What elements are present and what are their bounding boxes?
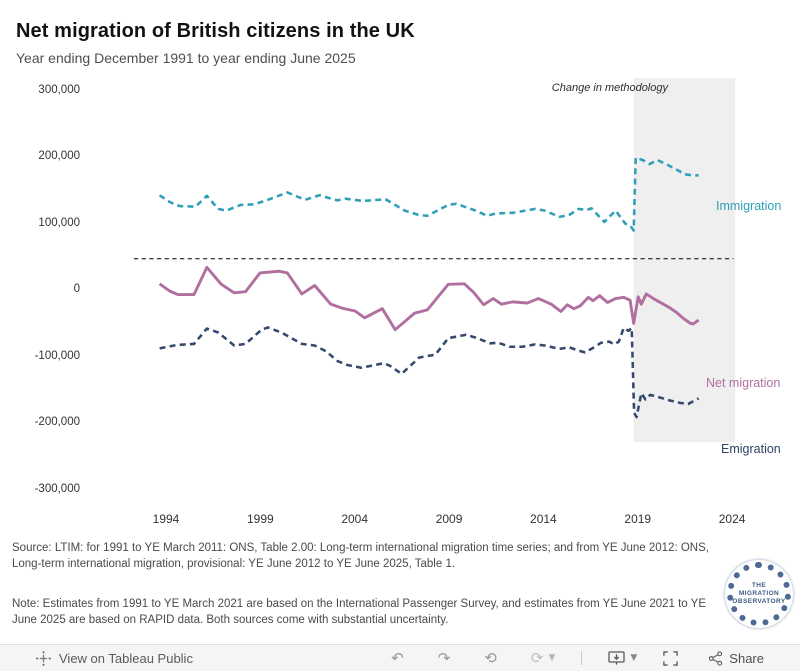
migration-observatory-logo: THE MIGRATION OBSERVATORY xyxy=(727,562,791,626)
download-caret-icon[interactable]: ▼ xyxy=(630,653,638,663)
toolbar-divider xyxy=(581,651,583,665)
download-icon xyxy=(608,650,626,665)
view-on-tableau-public-link[interactable]: View on Tableau Public xyxy=(36,650,193,666)
refresh-caret-icon[interactable]: ▼ xyxy=(548,653,556,663)
emigration-label: Emigration xyxy=(721,442,781,456)
share-label: Share xyxy=(729,650,764,666)
y-tick-label: -200,000 xyxy=(34,416,80,428)
share-icon xyxy=(709,650,723,666)
methodology-shaded-region xyxy=(633,78,736,443)
toolbar-actions: ↶ ↷ ⟲ ⟳ ▼ ▼ xyxy=(391,648,764,667)
x-tick-label: 1994 xyxy=(152,512,180,526)
revert-icon[interactable]: ⟲ xyxy=(484,648,497,667)
line-chart-plot[interactable] xyxy=(0,78,800,530)
tableau-toolbar: View on Tableau Public ↶ ↷ ⟲ ⟳ ▼ ▼ xyxy=(0,644,800,671)
x-tick-label: 1999 xyxy=(246,512,274,526)
immigration-line[interactable] xyxy=(158,156,699,232)
redo-icon[interactable]: ↷ xyxy=(437,648,451,667)
methodology-annotation: Change in methodology xyxy=(551,82,668,94)
y-tick-label: 100,000 xyxy=(38,216,80,229)
view-on-tableau-public-label: View on Tableau Public xyxy=(59,650,193,666)
tableau-logo-icon xyxy=(36,650,51,666)
net-migration-label: Net migration xyxy=(706,376,781,390)
y-tick-label: 200,000 xyxy=(38,150,80,162)
note-text: Note: Estimates from 1991 to YE March 20… xyxy=(12,598,707,626)
fullscreen-icon xyxy=(663,650,679,666)
undo-icon[interactable]: ↶ xyxy=(391,648,404,667)
page-subtitle: Year ending December 1991 to year ending… xyxy=(16,50,356,66)
y-tick-label: -300,000 xyxy=(34,482,80,495)
refresh-icon[interactable]: ⟳ xyxy=(530,648,544,667)
fullscreen-button[interactable] xyxy=(663,650,679,666)
chart-area: Change in methodology 300,000 200,000 100,… xyxy=(0,78,800,530)
source-text: Source: LTIM: for 1991 to YE March 2011:… xyxy=(12,542,709,570)
y-tick-label: 0 xyxy=(73,283,80,295)
page-title: Net migration of British citizens in the… xyxy=(16,20,415,42)
x-tick-label: 2014 xyxy=(530,512,557,526)
download-button[interactable] xyxy=(608,650,626,666)
x-tick-label: 2009 xyxy=(435,512,463,526)
logo-text: THE MIGRATION OBSERVATORY xyxy=(732,581,786,606)
x-tick-label: 2004 xyxy=(341,512,369,526)
x-tick-label: 2024 xyxy=(718,512,746,526)
emigration-line[interactable] xyxy=(159,326,700,419)
net-migration-line[interactable] xyxy=(158,265,700,332)
y-tick-label: -100,000 xyxy=(34,349,80,362)
x-tick-label: 2019 xyxy=(624,512,652,526)
immigration-label: Immigration xyxy=(716,199,782,213)
share-button[interactable]: Share xyxy=(708,651,764,666)
y-tick-label: 300,000 xyxy=(38,83,80,96)
